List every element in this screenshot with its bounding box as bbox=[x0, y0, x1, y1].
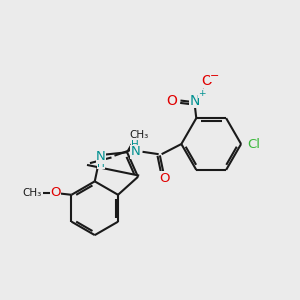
Text: −: − bbox=[210, 71, 220, 81]
Text: N: N bbox=[96, 150, 106, 164]
Text: H: H bbox=[97, 159, 105, 169]
Text: Cl: Cl bbox=[247, 137, 260, 151]
Text: O: O bbox=[167, 94, 177, 107]
Text: O: O bbox=[50, 187, 61, 200]
Text: N: N bbox=[130, 145, 140, 158]
Text: CH₃: CH₃ bbox=[129, 130, 148, 140]
Text: CH₃: CH₃ bbox=[22, 188, 42, 198]
Text: H: H bbox=[131, 140, 139, 150]
Text: +: + bbox=[199, 89, 206, 98]
Text: O: O bbox=[160, 172, 170, 184]
Text: N: N bbox=[190, 94, 200, 107]
Text: O: O bbox=[201, 74, 212, 88]
